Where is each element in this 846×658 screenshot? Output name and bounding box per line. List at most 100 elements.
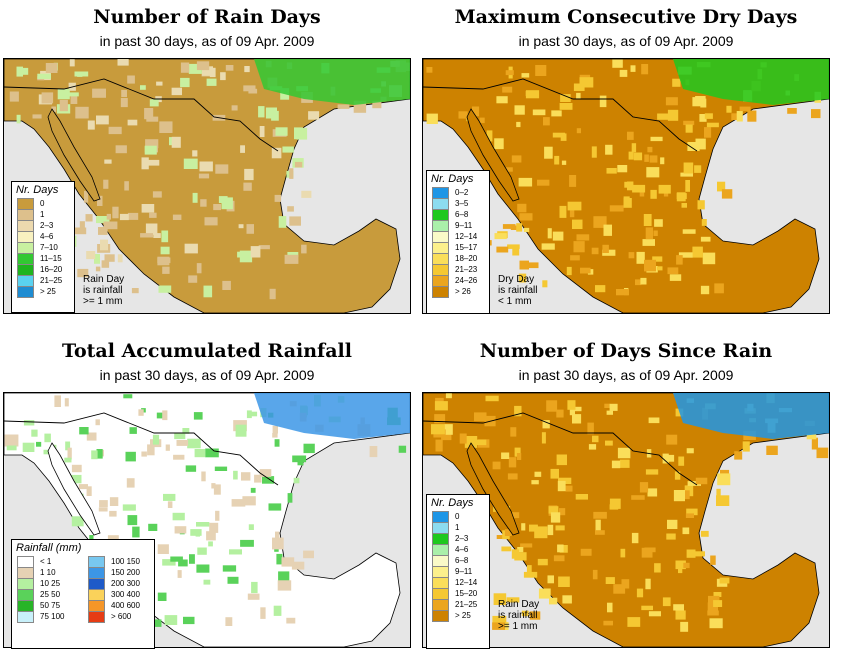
grid-cell: [187, 438, 201, 449]
grid-cell: [445, 393, 452, 399]
grid-cell: [68, 92, 79, 97]
grid-cell: [606, 410, 613, 415]
grid-cell: [556, 409, 564, 418]
grid-cell: [537, 179, 550, 186]
legend-item: 300 400: [88, 588, 154, 601]
grid-cell: [541, 432, 546, 444]
grid-cell: [686, 549, 696, 558]
grid-cell: [301, 244, 307, 254]
grid-cell: [644, 547, 656, 553]
grid-cell: [472, 106, 480, 117]
grid-cell: [514, 447, 521, 457]
grid-cell: [77, 72, 83, 77]
grid-cell: [31, 429, 38, 437]
grid-cell: [183, 158, 198, 169]
grid-cell: [669, 274, 682, 281]
grid-cell: [153, 233, 161, 238]
grid-cell: [570, 255, 580, 261]
grid-cell: [100, 239, 108, 251]
grid-cell: [641, 547, 653, 558]
grid-cell: [694, 165, 702, 173]
grid-cell: [492, 615, 507, 624]
grid-cell: [667, 109, 679, 121]
legend-label: 21–23: [455, 265, 478, 274]
grid-cell: [95, 419, 100, 426]
grid-cell: [523, 571, 538, 578]
grid-cell: [645, 578, 651, 590]
grid-cell: [127, 119, 138, 126]
grid-cell: [538, 588, 551, 599]
legend-item: 0–2: [432, 186, 489, 199]
legend-item: > 25: [17, 285, 74, 298]
grid-cell: [171, 136, 181, 148]
legend-title: Nr. Days: [431, 497, 474, 509]
legend-label: 1: [455, 523, 460, 532]
grid-cell: [278, 571, 290, 583]
grid-cell: [700, 285, 710, 295]
grid-cell: [474, 412, 487, 422]
grid-cell: [214, 466, 228, 471]
grid-cell: [520, 543, 533, 548]
grid-cell: [162, 410, 168, 421]
grid-cell: [132, 526, 140, 538]
grid-cell: [444, 424, 453, 435]
legend-note: Rain Day is rainfall >= 1 mm: [498, 599, 539, 632]
grid-cell: [426, 67, 433, 73]
legend-item: < 1: [17, 555, 83, 568]
grid-cell: [87, 120, 95, 130]
grid-cell: [547, 228, 552, 239]
grid-cell: [229, 549, 242, 555]
grid-cell: [667, 267, 679, 275]
legend-label: 6–8: [455, 210, 469, 219]
grid-cell: [678, 252, 693, 258]
grid-cell: [684, 490, 690, 500]
grid-cell: [70, 96, 78, 104]
note-line: is rainfall: [498, 610, 538, 621]
grid-cell: [95, 266, 101, 272]
grid-cell: [286, 617, 296, 624]
legend-label: 10 25: [40, 579, 61, 588]
grid-cell: [534, 471, 542, 477]
grid-cell: [251, 581, 258, 594]
grid-cell: [441, 433, 452, 441]
grid-cell: [621, 579, 630, 589]
grid-cell: [702, 252, 716, 265]
grid-cell: [559, 205, 567, 218]
grid-cell: [96, 216, 110, 224]
grid-cell: [172, 214, 182, 220]
grid-cell: [665, 97, 678, 106]
grid-cell: [652, 256, 663, 262]
grid-cell: [22, 442, 35, 452]
grid-cell: [434, 414, 446, 424]
grid-cell: [595, 519, 601, 532]
legend-label: 300 400: [111, 590, 140, 599]
grid-cell: [244, 168, 254, 181]
legend-swatch: [432, 285, 449, 298]
grid-cell: [45, 63, 58, 73]
grid-cell: [249, 411, 258, 417]
grid-cell: [161, 230, 169, 243]
panel-subtitle: in past 30 days, as of 09 Apr. 2009: [518, 33, 734, 49]
grid-cell: [231, 105, 238, 111]
grid-cell: [103, 179, 109, 189]
grid-cell: [650, 189, 657, 199]
grid-cell: [119, 213, 129, 221]
legend-days-since-rain: Nr. Days 0 1 2–3 4–6 6–8 9–11 12–14 15–20 21–25 >…: [426, 494, 490, 649]
grid-cell: [672, 78, 681, 87]
grid-cell: [695, 477, 708, 485]
grid-cell: [369, 446, 378, 458]
grid-cell: [628, 252, 635, 259]
grid-cell: [108, 126, 122, 135]
panel-dry-days: Maximum Consecutive Dry Days in past 30 …: [422, 0, 830, 318]
grid-cell: [573, 83, 585, 91]
grid-cell: [699, 114, 707, 122]
country-border: [4, 412, 279, 486]
grid-cell: [231, 499, 246, 507]
grid-cell: [233, 470, 238, 480]
grid-cell: [64, 457, 72, 463]
legend-swatch: [17, 610, 34, 623]
grid-cell: [617, 447, 631, 459]
grid-cell: [632, 184, 646, 193]
legend-label: 0–2: [455, 188, 469, 197]
grid-cell: [550, 468, 559, 479]
